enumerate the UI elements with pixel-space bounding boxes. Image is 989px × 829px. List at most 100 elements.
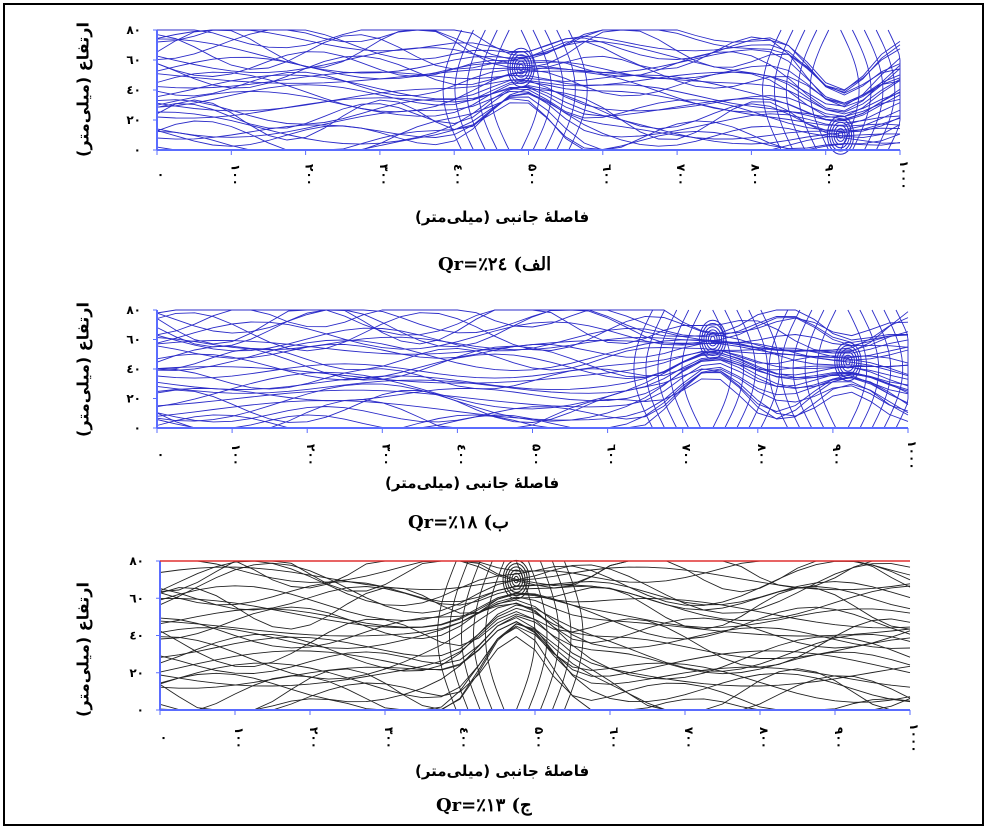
streamline (875, 29, 896, 151)
streamlines (156, 309, 909, 429)
streamline (156, 356, 909, 394)
streamline (156, 309, 909, 348)
vortex-ring (835, 128, 846, 142)
vortex-ring (710, 335, 716, 344)
x-axis-label-b: فاصلهٔ جانبی (میلی‌متر) (385, 474, 560, 492)
vortex-ring (705, 329, 720, 350)
streamline (437, 560, 457, 711)
y-tick-label: ۸۰ (126, 303, 141, 317)
x-axis-label-a: فاصلهٔ جانبی (میلی‌متر) (415, 208, 590, 226)
streamline (551, 560, 572, 711)
streamline (156, 69, 901, 120)
streamline (633, 309, 654, 429)
x-tick-label: ۰ (157, 734, 171, 741)
vortex-ring (506, 566, 526, 593)
streamline (449, 560, 469, 711)
x-tick-label: ۱۰۰ (232, 727, 246, 749)
x-tick-label: ۷۰۰ (674, 164, 688, 186)
x-tick-label: ۱۰۰ (229, 444, 243, 466)
y-tick-label: ٦۰ (126, 333, 141, 347)
streamline (461, 560, 481, 711)
streamline (485, 560, 505, 711)
streamline (785, 29, 806, 151)
x-tick-label: ۰ (154, 451, 168, 458)
y-tick-label: ٤۰ (129, 629, 144, 643)
streamline (669, 309, 690, 429)
streamline (159, 602, 911, 680)
streamline (544, 29, 564, 151)
streamline (156, 67, 901, 113)
y-axis-label-c: ارتفاع (میلی‌متر) (73, 582, 93, 717)
y-tick-label: ۲۰ (126, 392, 141, 406)
streamline (159, 603, 911, 649)
vortex-ring (845, 357, 851, 366)
streamline (724, 309, 744, 429)
streamline (159, 592, 911, 640)
streamline (520, 29, 541, 151)
streamline (156, 81, 901, 126)
streamline (156, 376, 909, 429)
vortex-ring (701, 323, 725, 356)
caption-prefix-a: الف) (513, 254, 552, 275)
caption-b: ب) Qr=٪۱۸ (408, 512, 509, 533)
x-tick-label: ۸۰۰ (757, 727, 771, 749)
streamline (159, 562, 911, 614)
streamline (156, 74, 901, 122)
streamline (159, 581, 911, 606)
x-tick-label: ۳۰۰ (382, 727, 396, 749)
streamline (159, 636, 911, 711)
y-tick-label: ۸۰ (129, 554, 144, 568)
streamline (840, 29, 860, 151)
x-tick-label: ٦۰۰ (607, 727, 621, 749)
y-tick-label: ۲۰ (129, 666, 144, 680)
vortex-ring (837, 131, 844, 139)
streamline (156, 80, 901, 121)
y-tick-label: ۰ (134, 143, 141, 157)
streamline (712, 309, 732, 429)
streamline (454, 29, 474, 151)
streamline (156, 92, 901, 147)
vortex-ring (703, 326, 723, 353)
x-tick-label: ۵۰۰ (530, 444, 544, 466)
y-tick-label: ۰ (137, 703, 144, 717)
caption-c: ج) Qr=٪۱۳ (436, 795, 532, 816)
x-tick-label: ٦۰۰ (605, 444, 619, 466)
x-tick-label: ٤۰۰ (454, 444, 468, 466)
streamline (157, 29, 901, 91)
streamline (657, 309, 678, 429)
streamline (160, 560, 910, 589)
vortex-ring (516, 60, 526, 75)
x-tick-label: ۱۰۰۰ (897, 160, 911, 189)
caption-value-c: Qr=٪۱۳ (436, 795, 506, 816)
streamline (792, 309, 813, 429)
x-tick-label: ٦۰۰ (600, 164, 614, 186)
caption-a: الف) Qr=٪۲٤ (438, 254, 551, 275)
streamline (871, 309, 892, 429)
x-tick-label: ۹۰۰ (830, 444, 844, 466)
panel-a: ۰ ۲۰ ٤۰ ٦۰ ۸۰ ۰ ۱۰۰ ۲۰۰ ۳۰۰ ٤۰۰ ۵۰۰ ٦۰۰ ۷۰۰ ۸۰۰ ۹۰۰ ۱۰۰… (0, 0, 989, 276)
streamline (883, 309, 904, 429)
y-tick-label: ۲۰ (126, 113, 141, 127)
x-tick-label: ۰ (154, 171, 168, 178)
streamline (159, 613, 911, 668)
streamline (681, 309, 702, 429)
x-tick-label: ۳۰۰ (377, 164, 391, 186)
streamline (159, 585, 911, 611)
x-tick-label: ۹۰۰ (832, 727, 846, 749)
vortex-ring (511, 54, 531, 81)
streamline (773, 29, 794, 151)
vortex-ring (831, 121, 850, 149)
streamline (851, 29, 872, 151)
streamline (645, 309, 666, 429)
streamline (156, 309, 909, 341)
vortex-ring (509, 51, 533, 84)
streamline (159, 584, 911, 622)
vortex-ring (707, 332, 718, 347)
streamline (156, 85, 901, 133)
x-tick-label: ۵۰۰ (526, 164, 540, 186)
streamline (568, 29, 588, 151)
streamline (847, 309, 868, 429)
